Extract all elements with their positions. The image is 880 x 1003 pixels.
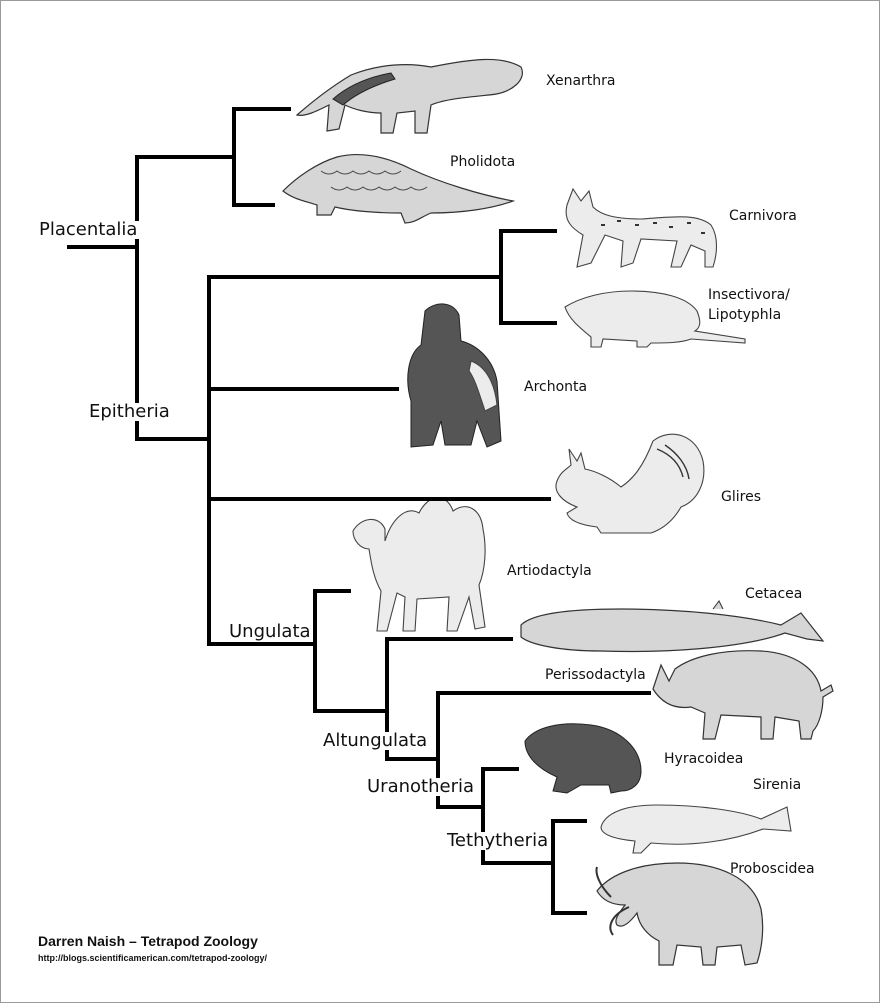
pangolin-illustration: [282, 154, 516, 224]
dugong-illustration: [600, 804, 792, 854]
rhinoceros-illustration: [652, 650, 834, 740]
taxon-label-insectivora: Insectivora/ Lipotyphla: [708, 285, 790, 325]
taxon-label-perissodactyla: Perissodactyla: [545, 667, 646, 683]
taxon-label-insectivora-line1: Insectivora/: [708, 287, 790, 303]
author-credit: Darren Naish – Tetrapod Zoology: [38, 933, 258, 949]
clade-label-tethytheria: Tethytheria: [445, 830, 551, 851]
taxon-label-archonta: Archonta: [524, 379, 588, 395]
squirrel-illustration: [555, 433, 705, 534]
lynx-illustration: [565, 187, 718, 268]
mammoth-illustration: [595, 862, 764, 966]
source-url: http://blogs.scientificamerican.com/tetr…: [38, 953, 268, 963]
taxon-label-proboscidea: Proboscidea: [730, 861, 815, 877]
taxon-label-carnivora: Carnivora: [729, 208, 797, 224]
taxon-label-sirenia: Sirenia: [753, 777, 802, 793]
camel-illustration: [352, 497, 486, 632]
taxon-label-hyracoidea: Hyracoidea: [664, 751, 744, 767]
clade-label-epitheria: Epitheria: [87, 401, 172, 422]
giant-anteater-illustration: [295, 58, 523, 134]
taxon-label-cetacea: Cetacea: [745, 586, 803, 602]
clade-label-ungulata: Ungulata: [227, 621, 313, 642]
taxon-label-insectivora-line2: Lipotyphla: [708, 307, 782, 323]
clade-label-altungulata: Altungulata: [321, 730, 430, 751]
clade-label-uranotheria: Uranotheria: [365, 776, 476, 797]
shrew-illustration: [564, 290, 746, 348]
clade-label-placentalia: Placentalia: [37, 219, 140, 240]
tree-branches: [67, 107, 651, 915]
taxon-label-artiodactyla: Artiodactyla: [507, 563, 592, 579]
taxon-label-pholidota: Pholidota: [450, 154, 516, 170]
whale-illustration: [520, 600, 825, 653]
taxon-label-glires: Glires: [721, 489, 761, 505]
taxon-label-xenarthra: Xenarthra: [546, 73, 616, 89]
gorilla-illustration: [407, 303, 502, 448]
hyrax-illustration: [524, 723, 642, 794]
